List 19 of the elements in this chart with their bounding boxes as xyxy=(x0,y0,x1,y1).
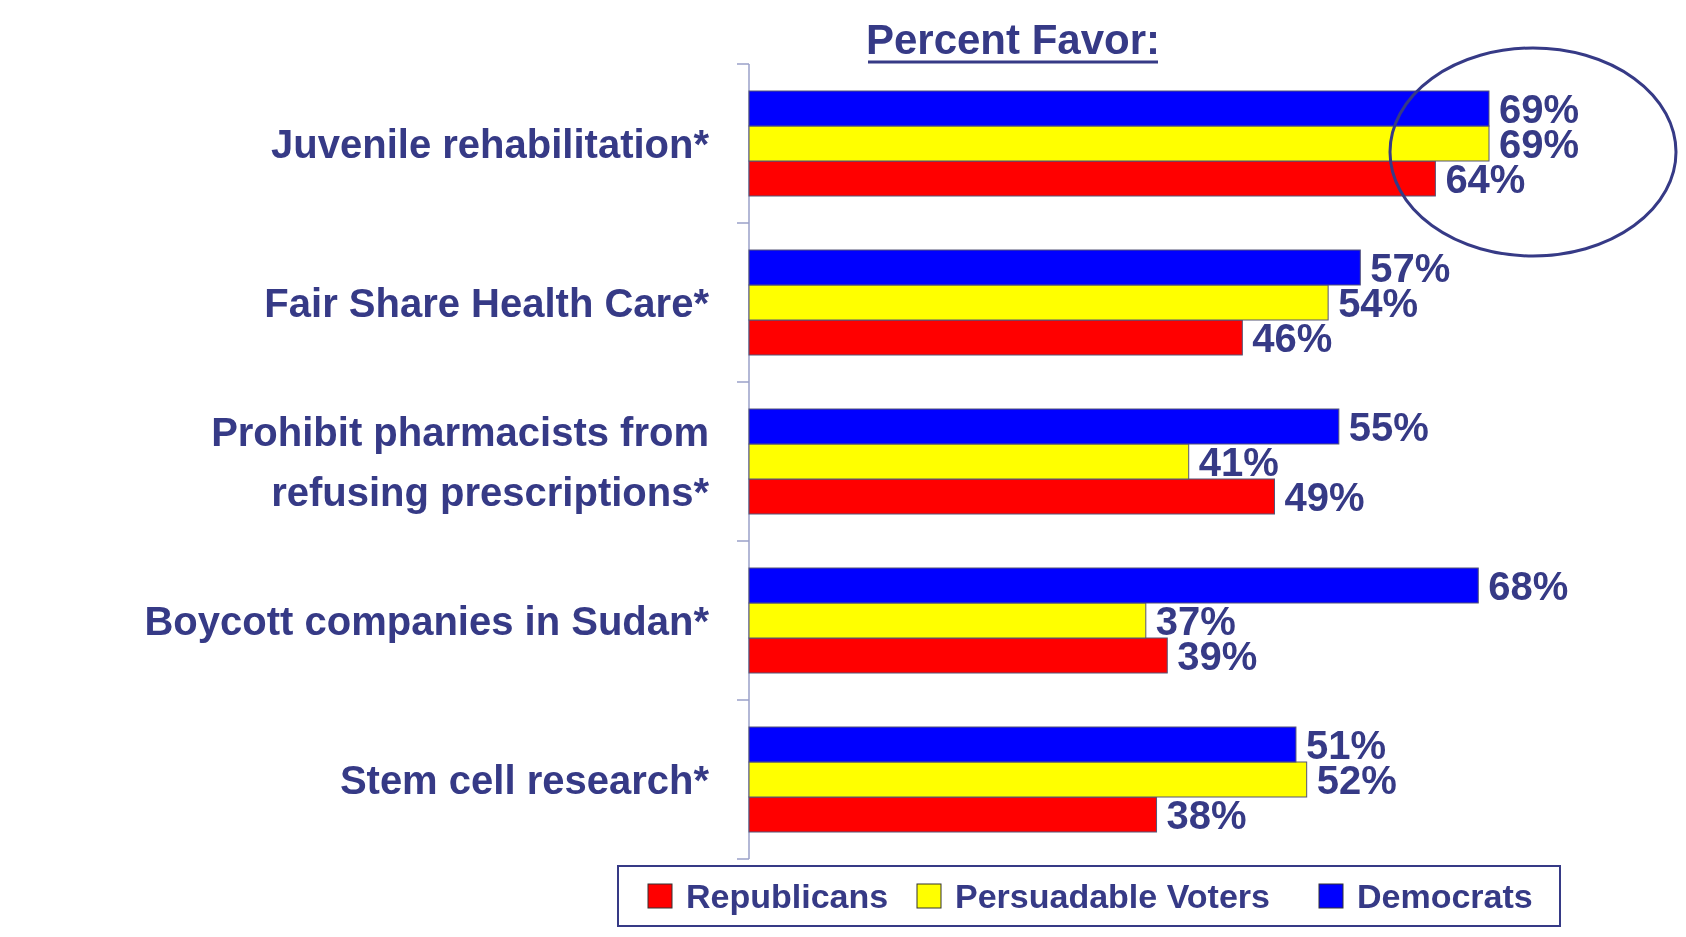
data-label: 51% xyxy=(1305,722,1387,767)
y-tick-label: Fair Share Health Care* xyxy=(264,280,710,325)
data-label: 69% xyxy=(1499,86,1580,131)
legend-label: Democrats xyxy=(1357,877,1533,915)
data-label: 41% xyxy=(1198,439,1279,484)
data-label: 46% xyxy=(1252,315,1333,360)
data-label: 38% xyxy=(1166,792,1247,837)
data-label: 55% xyxy=(1348,404,1429,449)
y-tick-label: Stem cell research* xyxy=(339,757,710,802)
data-label: 37% xyxy=(1155,598,1236,643)
legend-label: Republicans xyxy=(686,877,889,915)
y-tick-label: Prohibit pharmacists from refusing prescriptions* xyxy=(211,409,710,514)
legend-label: Persuadable Voters xyxy=(955,877,1270,915)
data-label: 68% xyxy=(1488,563,1569,608)
y-tick-label: Boycott companies in Sudan* xyxy=(144,598,710,643)
data-label: 57% xyxy=(1370,245,1451,290)
y-tick-label: Juvenile rehabilitation* xyxy=(271,121,710,166)
chart-title: Percent Favor: xyxy=(865,16,1161,63)
data-label: 49% xyxy=(1284,474,1365,519)
